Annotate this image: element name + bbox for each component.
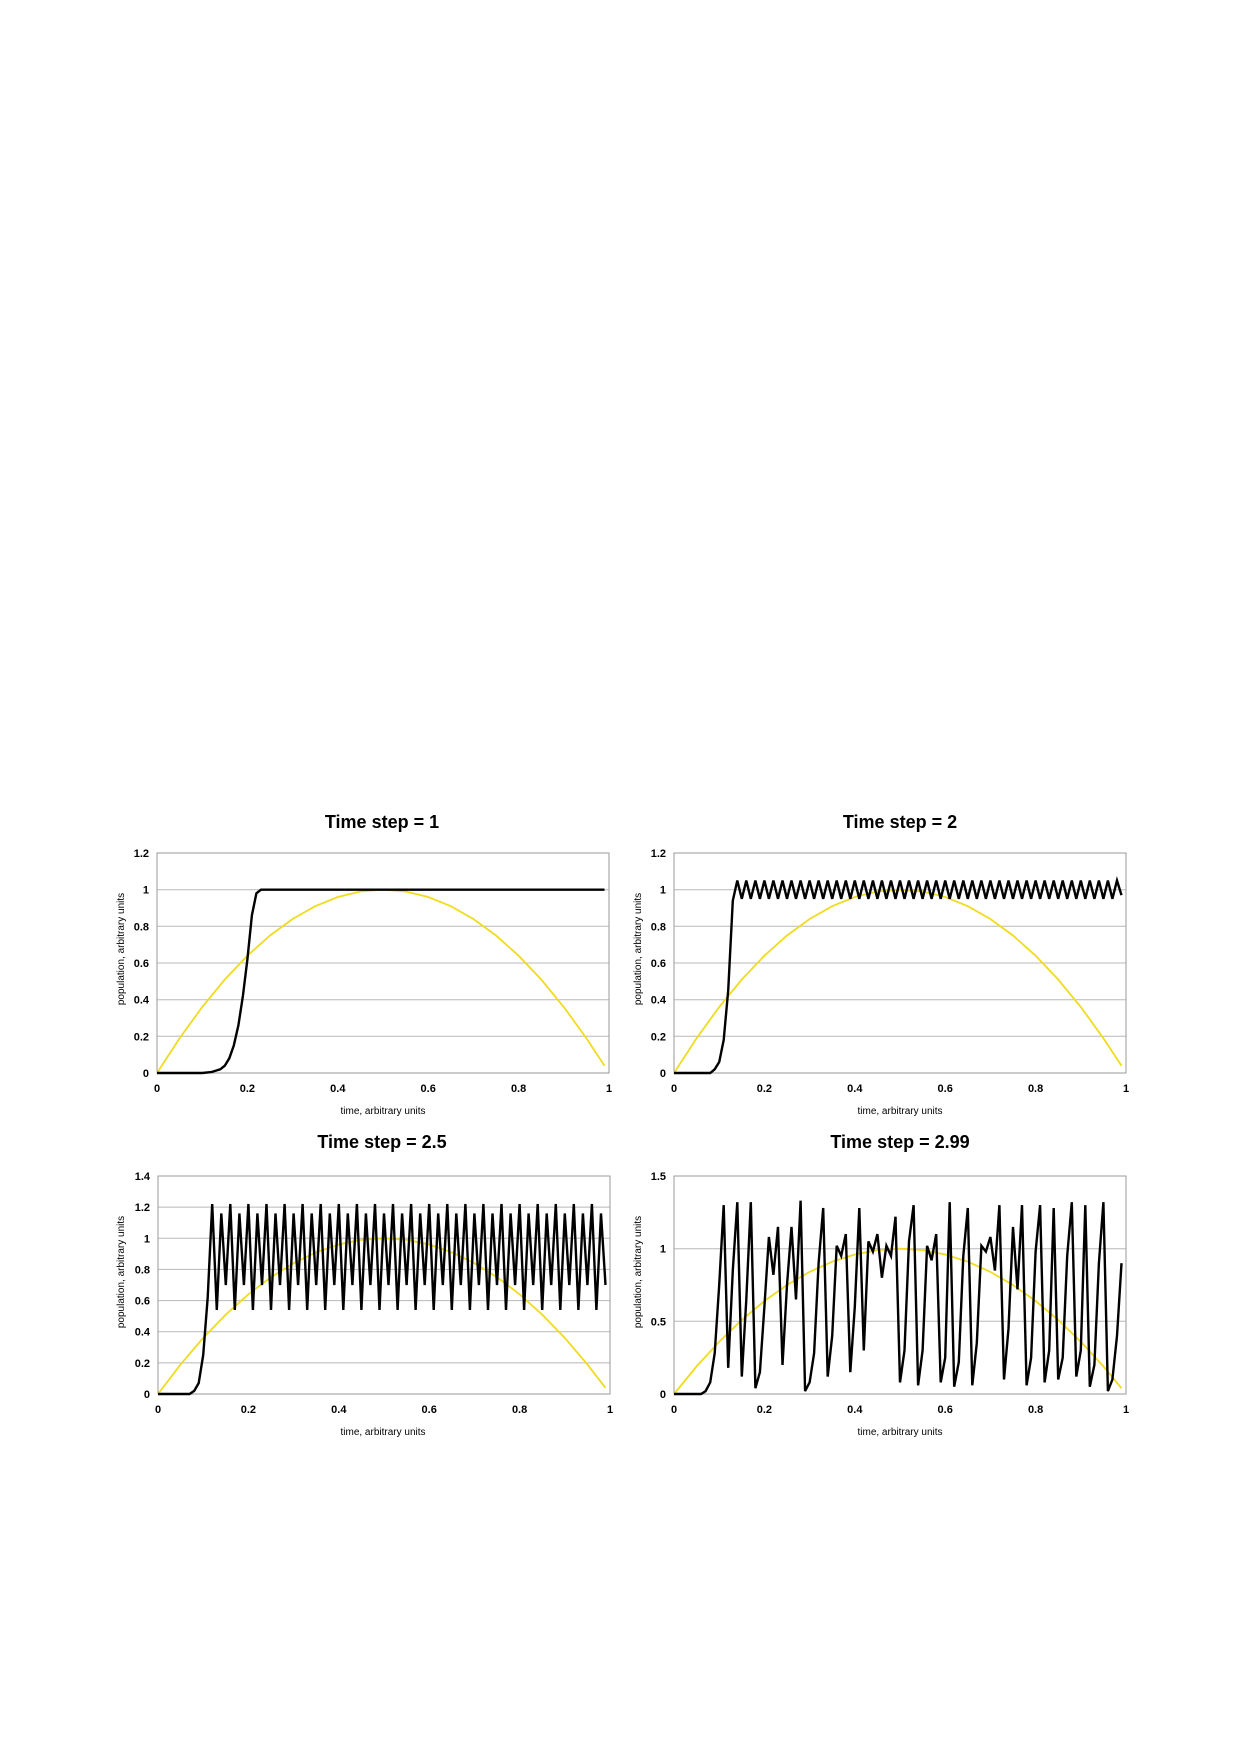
x-tick-label: 0.4 <box>330 1083 346 1095</box>
x-tick-label: 0.6 <box>422 1404 437 1416</box>
plot-frame <box>156 852 610 1074</box>
y-tick-label: 0 <box>660 1068 666 1080</box>
y-tick-label: 1.2 <box>135 1202 150 1214</box>
x-tick-label: 0.8 <box>1028 1404 1043 1416</box>
plot-frame <box>673 1175 1127 1395</box>
chart-title: Time step = 2.99 <box>830 1132 969 1152</box>
y-axis-label: population, arbitrary units <box>633 893 644 1005</box>
y-tick-label: 1.4 <box>135 1171 151 1183</box>
population-line <box>157 888 605 1075</box>
x-tick-label: 1 <box>1123 1083 1129 1095</box>
y-tick-label: 1 <box>144 1233 150 1245</box>
chart-panel-3: Time step = 2.5 time, arbitrary units po… <box>116 1132 613 1438</box>
x-tick-label: 0.8 <box>1028 1083 1043 1095</box>
x-tick-label: 0.2 <box>240 1083 255 1095</box>
chart-title: Time step = 1 <box>325 812 439 832</box>
x-tick-label: 0.6 <box>421 1083 436 1095</box>
plot-area: 0 0.2 0.4 0.6 0.8 1 1.2 1.4 0 0.2 0.4 0.6 0.8 1 <box>135 1171 613 1416</box>
y-tick-label: 1 <box>660 885 666 897</box>
chart-title: Time step = 2.5 <box>317 1132 446 1152</box>
x-tick-label: 0.4 <box>331 1404 347 1416</box>
y-axis-label: population, arbitrary units <box>116 893 127 1005</box>
y-tick-label: 1.5 <box>651 1171 666 1183</box>
plot-area: 0 0.5 1 1.5 0 0.2 0.4 0.6 0.8 1 <box>651 1171 1129 1416</box>
x-tick-label: 0.2 <box>757 1083 772 1095</box>
y-tick-label: 0.6 <box>651 958 666 970</box>
y-tick-label: 1 <box>660 1244 666 1256</box>
x-tick-label: 0.6 <box>938 1083 953 1095</box>
chart-title: Time step = 2 <box>843 812 957 832</box>
x-tick-label: 0.4 <box>847 1404 863 1416</box>
y-tick-label: 0.2 <box>135 1358 150 1370</box>
chart-panel-1: Time step = 1 time, arbitrary units popu… <box>116 812 612 1117</box>
x-tick-label: 0 <box>155 1404 161 1416</box>
x-tick-label: 0 <box>671 1083 677 1095</box>
y-tick-label: 0.8 <box>135 1264 150 1276</box>
x-tick-label: 0 <box>671 1404 677 1416</box>
x-axis-label: time, arbitrary units <box>857 1427 942 1438</box>
plot-area: 0 0.2 0.4 0.6 0.8 1 1.2 0 0.2 0.4 0.6 0.8 1 <box>651 848 1129 1095</box>
y-axis-label: population, arbitrary units <box>116 1216 127 1328</box>
x-tick-label: 0.2 <box>757 1404 772 1416</box>
x-tick-label: 1 <box>606 1083 612 1095</box>
y-tick-label: 0.2 <box>651 1031 666 1043</box>
x-axis-label: time, arbitrary units <box>857 1106 942 1117</box>
chart-panel-2: Time step = 2 time, arbitrary units popu… <box>633 812 1129 1117</box>
x-tick-label: 0.6 <box>938 1404 953 1416</box>
y-tick-label: 1.2 <box>134 848 149 860</box>
plot-area: 0 0.2 0.4 0.6 0.8 1 1.2 0 0.2 0.4 0.6 0.8 1 <box>134 848 612 1095</box>
x-axis-label: time, arbitrary units <box>340 1427 425 1438</box>
y-tick-label: 0 <box>143 1068 149 1080</box>
x-tick-label: 0.8 <box>512 1404 527 1416</box>
y-axis-label: population, arbitrary units <box>633 1216 644 1328</box>
y-tick-label: 0.8 <box>134 921 149 933</box>
plot-frame <box>673 852 1127 1074</box>
population-line <box>674 876 1123 1075</box>
y-tick-label: 1 <box>143 885 149 897</box>
x-tick-label: 0.2 <box>241 1404 256 1416</box>
y-tick-label: 0.2 <box>134 1031 149 1043</box>
y-tick-label: 0.5 <box>651 1316 666 1328</box>
y-tick-label: 0 <box>144 1389 150 1401</box>
plot-frame <box>157 1175 611 1395</box>
x-tick-label: 0.8 <box>511 1083 526 1095</box>
x-tick-label: 1 <box>607 1404 613 1416</box>
population-line <box>158 1203 607 1396</box>
reference-curve-line <box>673 888 1123 1074</box>
x-tick-label: 0.4 <box>847 1083 863 1095</box>
y-tick-label: 0.4 <box>651 995 667 1007</box>
y-tick-label: 0 <box>660 1389 666 1401</box>
y-tick-label: 0.4 <box>135 1327 151 1339</box>
chart-panel-4: Time step = 2.99 time, arbitrary units p… <box>633 1132 1129 1438</box>
y-tick-label: 1.2 <box>651 848 666 860</box>
x-tick-label: 1 <box>1123 1404 1129 1416</box>
x-tick-label: 0 <box>154 1083 160 1095</box>
y-tick-label: 0.6 <box>134 958 149 970</box>
y-tick-label: 0.6 <box>135 1296 150 1308</box>
population-line <box>674 1200 1123 1396</box>
x-axis-label: time, arbitrary units <box>340 1106 425 1117</box>
y-tick-label: 0.4 <box>134 995 150 1007</box>
y-tick-label: 0.8 <box>651 921 666 933</box>
